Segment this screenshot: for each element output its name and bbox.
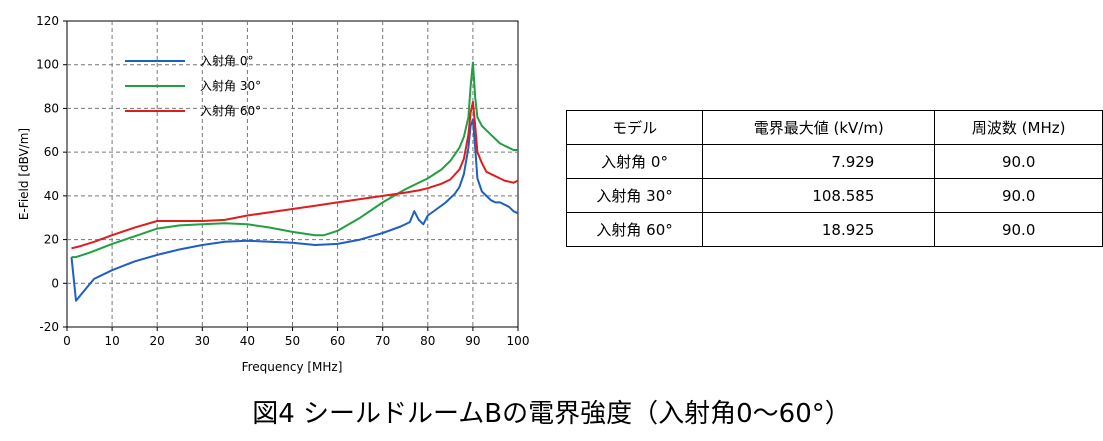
series-line: [70, 118, 519, 302]
results-table: モデル 電界最大値 (kV/m) 周波数 (MHz) 入射角 0° 7.929 …: [565, 110, 1103, 247]
y-tick-label: 20: [44, 233, 59, 247]
y-tick-label: 40: [44, 189, 59, 203]
x-tick-label: 40: [240, 334, 255, 348]
x-tick-label: 10: [104, 334, 119, 348]
cell-max-field: 108.585: [702, 178, 936, 213]
column-header-model: モデル: [565, 110, 704, 145]
series-line: [71, 61, 518, 259]
legend: 入射角 0° 入射角 30° 入射角 60°: [125, 53, 261, 118]
figure-caption: 図4 シールドルームBの電界強度（入射角0～60°）: [252, 399, 851, 429]
y-tick-label: 120: [36, 14, 59, 28]
x-tick-label: 80: [420, 334, 435, 348]
x-tick-label: 60: [330, 334, 345, 348]
x-tick-label: 100: [507, 334, 530, 348]
x-tick-label: 50: [285, 334, 300, 348]
x-tick-label: 0: [63, 334, 71, 348]
y-tick-label: -20: [39, 320, 59, 334]
cell-model: 入射角 0°: [565, 144, 704, 179]
cell-frequency: 90.0: [934, 178, 1103, 213]
grid: [63, 20, 519, 331]
cell-model: 入射角 60°: [565, 212, 704, 247]
cell-frequency: 90.0: [934, 144, 1103, 179]
cell-frequency: 90.0: [934, 212, 1103, 247]
y-tick-label: 100: [36, 58, 59, 72]
table-row: 入射角 60° 18.925 90.0: [565, 212, 1103, 247]
column-header-max-field: 電界最大値 (kV/m): [702, 110, 936, 145]
x-tick-label: 30: [195, 334, 210, 348]
legend-label: 入射角 30°: [200, 78, 261, 93]
cell-max-field: 18.925: [702, 212, 936, 247]
table-row: 入射角 30° 108.585 90.0: [565, 178, 1103, 213]
table-header-row: モデル 電界最大値 (kV/m) 周波数 (MHz): [565, 110, 1103, 145]
cell-model: 入射角 30°: [565, 178, 704, 213]
series-line: [71, 100, 519, 250]
x-tick-label: 20: [150, 334, 165, 348]
tick-labels: 0 10 20 30 40 50 60 70 80 90 100 -20 0 20 40 60 80 100 120: [36, 14, 529, 348]
legend-label: 入射角 60°: [200, 103, 261, 118]
series-lines: [70, 61, 519, 302]
x-tick-label: 90: [465, 334, 480, 348]
column-header-frequency: 周波数 (MHz): [934, 110, 1103, 145]
y-tick-label: 60: [44, 145, 59, 159]
cell-max-field: 7.929: [702, 144, 936, 179]
table-row: 入射角 0° 7.929 90.0: [565, 144, 1103, 179]
y-tick-label: 80: [44, 101, 59, 115]
y-tick-label: 0: [51, 276, 59, 290]
legend-label: 入射角 0°: [200, 53, 253, 68]
y-axis-label: E-Field [dBV/m]: [17, 128, 31, 220]
line-chart: 0 10 20 30 40 50 60 70 80 90 100 -20 0 20 40 60 80 100 120…: [17, 14, 529, 374]
x-axis-label: Frequency [MHz]: [242, 360, 343, 374]
x-tick-label: 70: [375, 334, 390, 348]
